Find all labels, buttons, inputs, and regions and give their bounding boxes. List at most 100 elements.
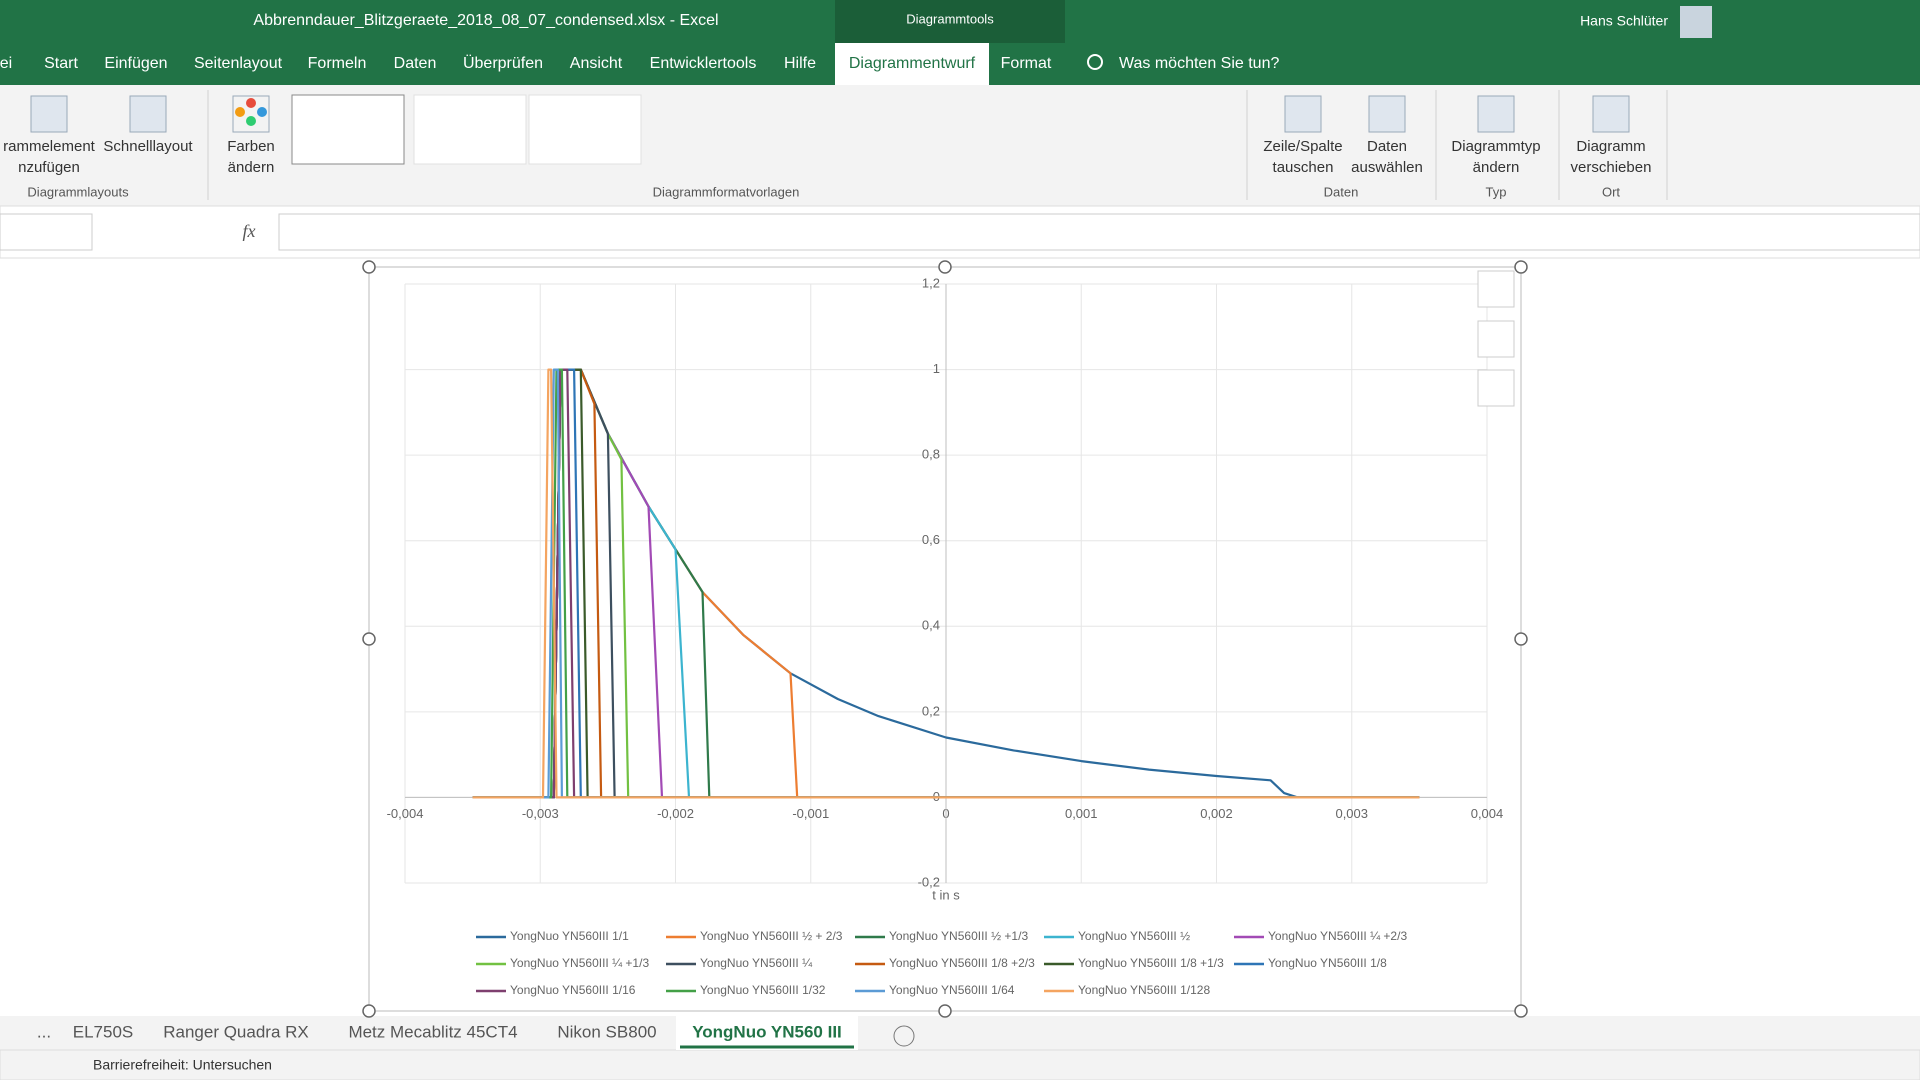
resize-handle[interactable] [1514, 632, 1528, 646]
ribbon-icon[interactable] [30, 95, 68, 133]
ribbon-group-label: Ort [1602, 184, 1620, 199]
legend-label[interactable]: YongNuo YN560III 1/128 [1078, 983, 1210, 997]
ribbon-button-label[interactable]: Zeile/Spalte [1263, 138, 1342, 155]
color-dot [246, 98, 256, 108]
sheet-tab[interactable]: EL750S [73, 1022, 134, 1041]
sheet-tab[interactable]: YongNuo YN560 III [692, 1022, 842, 1041]
user-name[interactable]: Hans Schlüter [1580, 13, 1668, 29]
ribbon-button-label[interactable]: ändern [1473, 159, 1520, 176]
legend-label[interactable]: YongNuo YN560III 1/1 [510, 929, 629, 943]
resize-handle[interactable] [362, 260, 376, 274]
status-text[interactable]: Barrierefreiheit: Untersuchen [93, 1057, 272, 1073]
ribbon-tab[interactable]: Hilfe [784, 55, 816, 72]
legend-label[interactable]: YongNuo YN560III ¼ [700, 956, 813, 970]
y-tick-label: -0,2 [918, 874, 940, 889]
ribbon-button-label[interactable]: Daten [1367, 138, 1407, 155]
sheet-tab[interactable]: ... [37, 1022, 51, 1041]
legend-label[interactable]: YongNuo YN560III 1/64 [889, 983, 1015, 997]
status-bar [0, 1049, 1920, 1080]
ribbon-tab[interactable]: Diagrammentwurf [849, 55, 976, 72]
chart-side-button[interactable] [1477, 320, 1515, 358]
legend-label[interactable]: YongNuo YN560III 1/16 [510, 983, 636, 997]
resize-handle[interactable] [1514, 1004, 1528, 1018]
resize-handle[interactable] [1514, 260, 1528, 274]
formula-input [278, 213, 1920, 251]
sheet-tab[interactable]: Metz Mecablitz 45CT4 [348, 1022, 517, 1041]
ribbon-button-label[interactable]: tauschen [1273, 159, 1334, 176]
ribbon-tab[interactable]: Daten [394, 55, 437, 72]
ribbon-tab[interactable]: Entwicklertools [650, 55, 757, 72]
ribbon-tab[interactable]: Überprüfen [463, 54, 543, 72]
ribbon-icon[interactable] [1477, 95, 1515, 133]
series-line [472, 368, 1420, 799]
ribbon-icon[interactable] [232, 95, 270, 133]
y-tick-label: 1 [933, 361, 940, 376]
sheet-tab-bar [0, 1016, 1920, 1050]
style-thumbnail[interactable] [413, 94, 527, 165]
x-tick-label: -0,004 [387, 806, 424, 821]
ribbon-button-label[interactable]: Farben [227, 138, 275, 155]
ribbon-icon[interactable] [1592, 95, 1630, 133]
resize-handle[interactable] [938, 1004, 952, 1018]
y-tick-label: 0,4 [922, 618, 940, 633]
resize-handle[interactable] [362, 632, 376, 646]
x-tick-label: -0,001 [792, 806, 829, 821]
x-tick-label: 0,003 [1335, 806, 1368, 821]
tell-me[interactable]: Was möchten Sie tun? [1119, 55, 1279, 72]
sheet-tab[interactable]: Ranger Quadra RX [163, 1022, 309, 1041]
ribbon-button-label[interactable]: nzufügen [18, 159, 80, 176]
ribbon-group-label: Diagrammlayouts [27, 184, 129, 199]
ribbon-tab[interactable]: ei [0, 55, 12, 72]
ribbon-group-label: Daten [1324, 184, 1359, 199]
ribbon-button-label[interactable]: Diagrammtyp [1451, 138, 1540, 155]
ribbon-button-label[interactable]: auswählen [1351, 159, 1423, 176]
x-tick-label: -0,002 [657, 806, 694, 821]
x-tick-label: 0,004 [1471, 806, 1504, 821]
x-tick-label: 0,001 [1065, 806, 1098, 821]
ribbon-icon[interactable] [1368, 95, 1406, 133]
ribbon-button-label[interactable]: rammelement [3, 138, 96, 155]
ribbon-button-label[interactable]: verschieben [1571, 159, 1652, 176]
legend-label[interactable]: YongNuo YN560III ½ [1078, 929, 1190, 943]
y-tick-label: 0,8 [922, 447, 940, 462]
ribbon-tab[interactable]: Format [1001, 55, 1052, 72]
fx-icon[interactable]: fx [243, 221, 256, 241]
color-dot [257, 107, 267, 117]
style-thumbnail[interactable] [291, 94, 405, 165]
legend-label[interactable]: YongNuo YN560III 1/32 [700, 983, 826, 997]
ribbon-button-label[interactable]: ändern [228, 159, 275, 176]
legend-label[interactable]: YongNuo YN560III 1/8 +1/3 [1078, 956, 1224, 970]
add-sheet[interactable] [893, 1025, 915, 1047]
legend-label[interactable]: YongNuo YN560III ½ + 2/3 [700, 929, 843, 943]
y-tick-label: 1,2 [922, 275, 940, 290]
resize-handle[interactable] [938, 260, 952, 274]
x-axis-title: t in s [932, 887, 960, 902]
legend-label[interactable]: YongNuo YN560III 1/8 [1268, 956, 1387, 970]
chart-side-button[interactable] [1477, 369, 1515, 407]
ribbon-icon[interactable] [1284, 95, 1322, 133]
ribbon-group-label: Typ [1486, 184, 1507, 199]
ribbon-tab[interactable]: Formeln [308, 55, 367, 72]
ribbon-tab[interactable]: Ansicht [570, 55, 623, 72]
color-dot [235, 107, 245, 117]
sheet-tab[interactable]: Nikon SB800 [557, 1022, 656, 1041]
x-tick-label: 0,002 [1200, 806, 1233, 821]
avatar[interactable] [1680, 6, 1712, 38]
ribbon-tab[interactable]: Seitenlayout [194, 55, 283, 72]
ribbon-icon[interactable] [129, 95, 167, 133]
ribbon-button-label[interactable]: Schnelllayout [103, 138, 193, 155]
resize-handle[interactable] [362, 1004, 376, 1018]
y-tick-label: 0,2 [922, 703, 940, 718]
style-thumbnail[interactable] [528, 94, 642, 165]
legend-label[interactable]: YongNuo YN560III ¼ +2/3 [1268, 929, 1407, 943]
chart-side-button[interactable] [1477, 270, 1515, 308]
legend-label[interactable]: YongNuo YN560III 1/8 +2/3 [889, 956, 1035, 970]
active-sheet-bg [676, 1016, 858, 1050]
ribbon-tab[interactable]: Einfügen [104, 55, 167, 72]
legend-label[interactable]: YongNuo YN560III ¼ +1/3 [510, 956, 649, 970]
ribbon-button-label[interactable]: Diagramm [1576, 138, 1645, 155]
ribbon-tab[interactable]: Start [44, 55, 78, 72]
legend-label[interactable]: YongNuo YN560III ½ +1/3 [889, 929, 1028, 943]
